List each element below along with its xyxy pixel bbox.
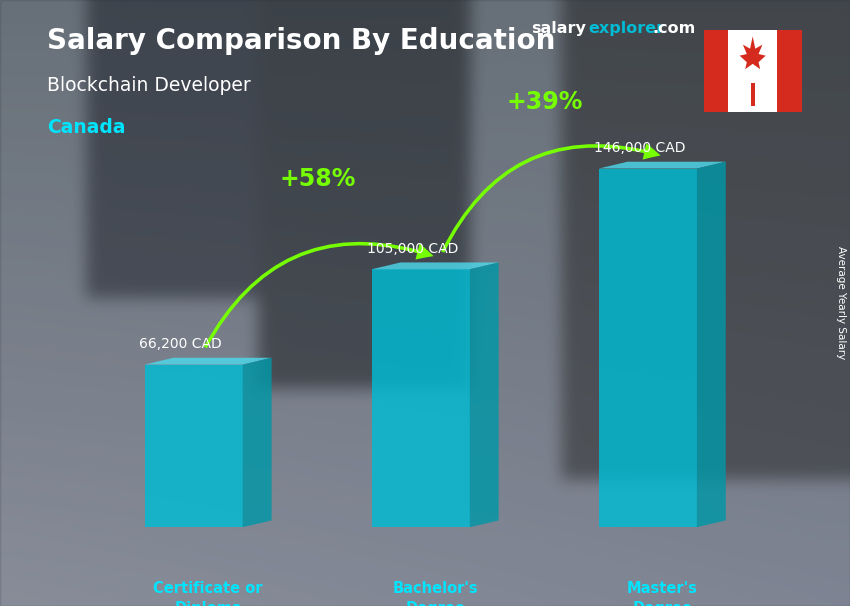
- FancyArrowPatch shape: [441, 143, 660, 253]
- Text: Salary Comparison By Education: Salary Comparison By Education: [47, 27, 555, 55]
- Text: +58%: +58%: [280, 167, 355, 191]
- Polygon shape: [470, 262, 499, 527]
- FancyArrowPatch shape: [204, 242, 434, 348]
- Polygon shape: [697, 162, 726, 527]
- Polygon shape: [371, 269, 470, 527]
- Text: Certificate or
Diploma: Certificate or Diploma: [153, 581, 263, 606]
- Polygon shape: [371, 262, 499, 269]
- Text: .com: .com: [653, 21, 696, 36]
- Polygon shape: [144, 358, 272, 365]
- Bar: [704, 30, 728, 112]
- Polygon shape: [598, 168, 697, 527]
- Text: 105,000 CAD: 105,000 CAD: [366, 242, 458, 256]
- Polygon shape: [243, 358, 272, 527]
- Text: 66,200 CAD: 66,200 CAD: [139, 337, 222, 351]
- Text: salary: salary: [531, 21, 586, 36]
- Bar: [728, 30, 777, 112]
- Text: 146,000 CAD: 146,000 CAD: [593, 141, 685, 155]
- Text: Bachelor's
Degree: Bachelor's Degree: [393, 581, 478, 606]
- Text: explorer: explorer: [588, 21, 665, 36]
- Text: Average Yearly Salary: Average Yearly Salary: [836, 247, 846, 359]
- Text: Blockchain Developer: Blockchain Developer: [47, 76, 251, 95]
- Text: Canada: Canada: [47, 118, 125, 137]
- Bar: [777, 30, 802, 112]
- Polygon shape: [598, 162, 726, 168]
- Bar: [751, 84, 755, 106]
- Text: +39%: +39%: [507, 90, 583, 115]
- Polygon shape: [740, 36, 766, 69]
- Polygon shape: [144, 365, 243, 527]
- Text: Master's
Degree: Master's Degree: [626, 581, 698, 606]
